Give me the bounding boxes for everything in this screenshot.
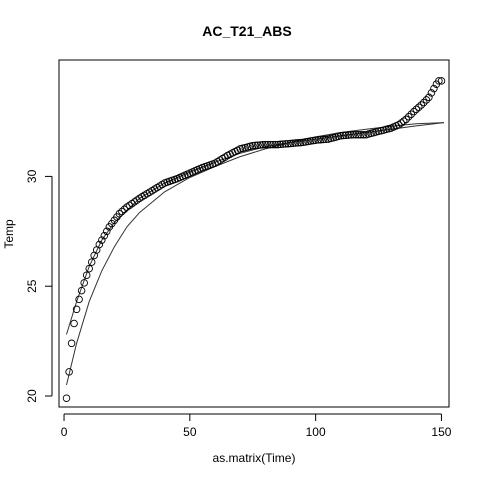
fit-line-1	[66, 122, 445, 335]
data-point	[254, 141, 262, 149]
data-point	[314, 136, 322, 144]
x-tick-label: 50	[183, 425, 197, 439]
data-point	[128, 199, 136, 208]
data-point	[72, 305, 81, 314]
data-point	[281, 140, 290, 148]
data-point	[412, 105, 421, 114]
chart-title: AC_T21_ABS	[202, 23, 291, 39]
data-point	[397, 119, 405, 127]
data-point	[319, 135, 327, 144]
data-point	[82, 271, 91, 279]
data-point	[422, 96, 431, 104]
data-point	[435, 77, 443, 85]
x-axis-label: as.matrix(Time)	[213, 451, 296, 465]
data-point	[417, 101, 426, 109]
data-point	[425, 93, 433, 102]
data-point	[394, 121, 403, 129]
data-point	[309, 136, 317, 145]
data-point	[271, 140, 280, 149]
data-point	[311, 136, 320, 144]
y-tick-label: 25	[25, 279, 39, 293]
data-point	[289, 139, 297, 147]
y-axis: 20 25 30	[25, 169, 53, 403]
data-point	[321, 135, 330, 144]
fit-lines	[66, 122, 445, 386]
data-point	[276, 140, 285, 149]
data-point	[339, 131, 348, 140]
data-point	[100, 231, 109, 240]
data-point	[304, 137, 312, 146]
data-point	[70, 319, 78, 328]
plot-area-frame	[58, 59, 450, 408]
fit-line-2	[66, 122, 445, 386]
data-point	[85, 264, 93, 273]
x-axis: 0 50 100 150	[61, 413, 452, 439]
y-axis-label: Temp	[2, 219, 16, 249]
data-point	[125, 201, 134, 210]
data-point	[352, 130, 360, 139]
data-point	[349, 130, 358, 139]
data-point	[291, 139, 300, 147]
data-point	[130, 198, 139, 206]
data-point	[399, 117, 408, 125]
data-point	[301, 138, 310, 146]
data-point	[294, 139, 302, 147]
data-point	[427, 89, 436, 97]
data-point	[118, 207, 126, 216]
data-point	[344, 131, 353, 139]
data-point	[87, 258, 96, 266]
data-point	[410, 107, 418, 116]
data-point	[354, 130, 363, 139]
data-point	[259, 141, 267, 149]
data-point	[75, 295, 83, 304]
data-point	[279, 140, 287, 148]
data-point	[266, 140, 275, 149]
data-point	[296, 138, 305, 147]
data-point	[65, 368, 73, 376]
data-point	[98, 236, 106, 244]
data-point	[274, 140, 282, 149]
data-point	[437, 77, 446, 85]
data-point	[316, 135, 325, 144]
data-point	[261, 140, 270, 149]
data-point	[337, 132, 345, 140]
data-point	[415, 103, 423, 111]
data-points	[62, 77, 446, 402]
data-point	[62, 394, 71, 402]
data-point	[80, 279, 88, 287]
data-point	[269, 140, 277, 149]
data-point	[67, 339, 76, 348]
data-point	[359, 130, 368, 139]
data-point	[286, 139, 295, 148]
data-point	[430, 84, 438, 93]
data-point	[407, 110, 416, 118]
data-point	[115, 209, 124, 218]
x-tick-label: 150	[431, 425, 451, 439]
data-point	[357, 130, 365, 139]
data-point	[404, 112, 413, 121]
data-point	[95, 240, 104, 249]
data-point	[120, 205, 129, 214]
y-tick-label: 20	[25, 389, 39, 403]
x-tick-label: 100	[306, 425, 326, 439]
data-point	[256, 141, 265, 149]
y-tick-label: 30	[25, 169, 39, 183]
data-point	[251, 141, 260, 150]
data-point	[77, 286, 86, 295]
data-point	[347, 131, 355, 139]
data-point	[306, 137, 315, 145]
data-point	[284, 139, 292, 148]
data-point	[299, 138, 307, 147]
x-tick-label: 0	[61, 425, 68, 439]
data-point	[402, 115, 410, 124]
data-point	[342, 131, 350, 140]
data-point	[248, 141, 257, 150]
data-point	[420, 98, 428, 107]
data-point	[264, 140, 272, 149]
data-point	[103, 227, 111, 236]
